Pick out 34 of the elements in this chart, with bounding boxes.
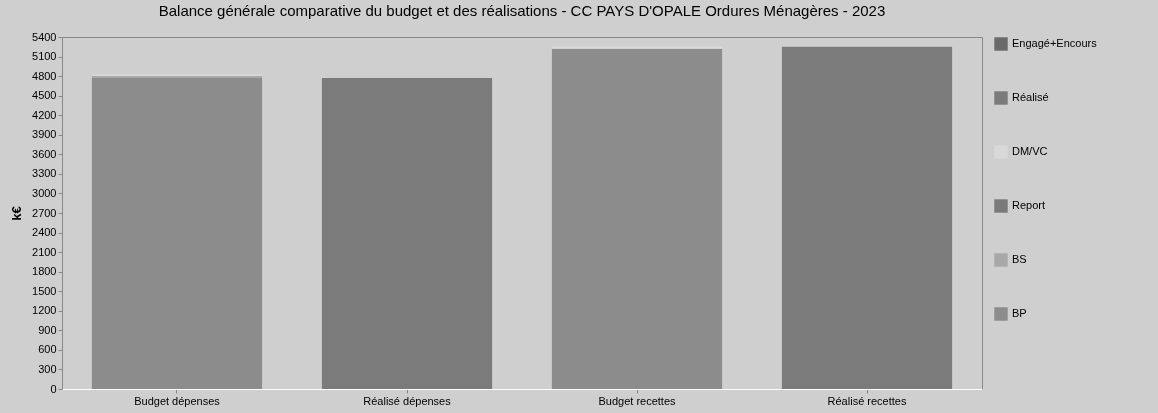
y-tick-label: 2400 bbox=[32, 226, 57, 239]
x-tick-label: Budget dépenses bbox=[134, 394, 221, 407]
legend-label: Engagé+Encours bbox=[1012, 37, 1098, 49]
y-tick-label: 1200 bbox=[32, 304, 57, 317]
x-tick-label: Réalisé recettes bbox=[827, 394, 907, 407]
y-tick-label: 2100 bbox=[32, 245, 57, 258]
y-tick-label: 0 bbox=[50, 382, 57, 395]
bar bbox=[321, 78, 493, 389]
legend-label: Report bbox=[1012, 199, 1046, 211]
y-tick-label: 1500 bbox=[32, 284, 57, 297]
y-tick-label: 4800 bbox=[32, 69, 57, 82]
x-tick-label: Budget recettes bbox=[598, 394, 677, 407]
y-tick-label: 900 bbox=[38, 323, 57, 336]
y-tick-label: 5100 bbox=[32, 50, 57, 63]
y-tick-label: 3600 bbox=[32, 147, 57, 160]
legend-label: DM/VC bbox=[1012, 145, 1048, 157]
y-tick-label: 3900 bbox=[32, 128, 57, 141]
y-tick-label: 3000 bbox=[32, 186, 57, 199]
legend-label: BP bbox=[1012, 307, 1027, 319]
chart-title: Balance générale comparative du budget et des réalisations - CC PAYS D'OPALE Ordures Ménagères - 2023 bbox=[158, 2, 886, 19]
y-tick-label: 4200 bbox=[32, 108, 57, 121]
bar bbox=[781, 46, 953, 389]
y-tick-label: 4500 bbox=[32, 89, 57, 102]
y-tick-label: 600 bbox=[38, 343, 57, 356]
bar bbox=[551, 46, 723, 49]
y-tick-label: 2700 bbox=[32, 206, 57, 219]
y-tick-label: 1800 bbox=[32, 265, 57, 278]
y-tick-label: 300 bbox=[38, 362, 57, 375]
legend-label: BS bbox=[1012, 253, 1027, 265]
legend-label: Réalisé bbox=[1012, 91, 1049, 103]
x-tick-label: Réalisé dépenses bbox=[363, 394, 452, 407]
y-tick-label: 5400 bbox=[32, 30, 57, 43]
y-axis-title: k€ bbox=[9, 206, 25, 221]
y-tick-label: 3300 bbox=[32, 167, 57, 180]
